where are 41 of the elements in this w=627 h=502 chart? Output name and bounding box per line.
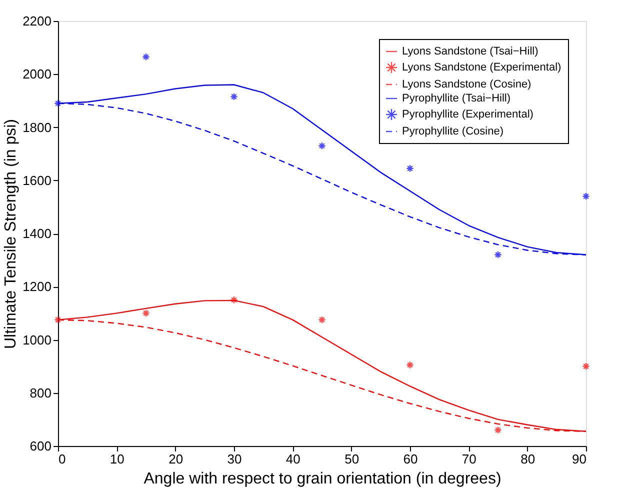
point bbox=[54, 99, 62, 108]
point bbox=[494, 250, 502, 259]
y-tick-label: 1800 bbox=[22, 120, 52, 135]
legend-label: Pyrophyllite (Cosine) bbox=[402, 126, 504, 138]
x-tick-label: 40 bbox=[286, 452, 300, 466]
y-tick-label: 2000 bbox=[22, 66, 52, 82]
point bbox=[230, 296, 238, 304]
x-tick-label: 10 bbox=[110, 452, 124, 466]
legend-label: Pyrophyllite (Tsai−Hill) bbox=[402, 92, 511, 104]
y-tick-label: 1400 bbox=[22, 226, 52, 241]
x-tick-label: 0 bbox=[58, 452, 66, 466]
x-tick-label: 20 bbox=[168, 452, 184, 466]
y-tick-label: 1000 bbox=[22, 332, 52, 348]
y-tick-label: 600 bbox=[30, 438, 52, 454]
x-tick-label: 30 bbox=[227, 452, 242, 466]
y-axis-title: Ultimate Tensile Strength (in psi) bbox=[2, 118, 20, 350]
point bbox=[582, 192, 590, 200]
x-tick-label: 50 bbox=[344, 452, 360, 466]
point bbox=[142, 52, 150, 61]
point bbox=[318, 142, 326, 150]
point bbox=[582, 362, 590, 370]
point bbox=[318, 316, 326, 324]
y-tick-label: 1200 bbox=[22, 279, 52, 294]
y-tick-label: 2200 bbox=[22, 14, 52, 28]
x-tick-label: 80 bbox=[520, 452, 536, 466]
x-tick-label: 60 bbox=[403, 452, 418, 466]
point bbox=[54, 316, 62, 324]
point bbox=[406, 164, 414, 172]
point bbox=[494, 426, 502, 434]
point bbox=[406, 361, 414, 369]
legend-label: Lyons Sandstone (Tsai−Hill) bbox=[402, 46, 538, 58]
y-tick-label: 1600 bbox=[22, 172, 52, 188]
x-tick-label: 90 bbox=[572, 452, 586, 466]
legend-label: Pyrophyllite (Experimental) bbox=[402, 108, 534, 120]
x-tick-label: 70 bbox=[462, 452, 476, 466]
y-tick-label: 800 bbox=[30, 385, 52, 400]
legend-label: Lyons Sandstone (Experimental) bbox=[402, 62, 562, 74]
point bbox=[142, 309, 150, 318]
legend-label: Lyons Sandstone (Cosine) bbox=[402, 78, 532, 90]
x-axis-title: Angle with respect to grain orientation (in degrees) bbox=[144, 470, 502, 488]
point bbox=[230, 92, 238, 101]
